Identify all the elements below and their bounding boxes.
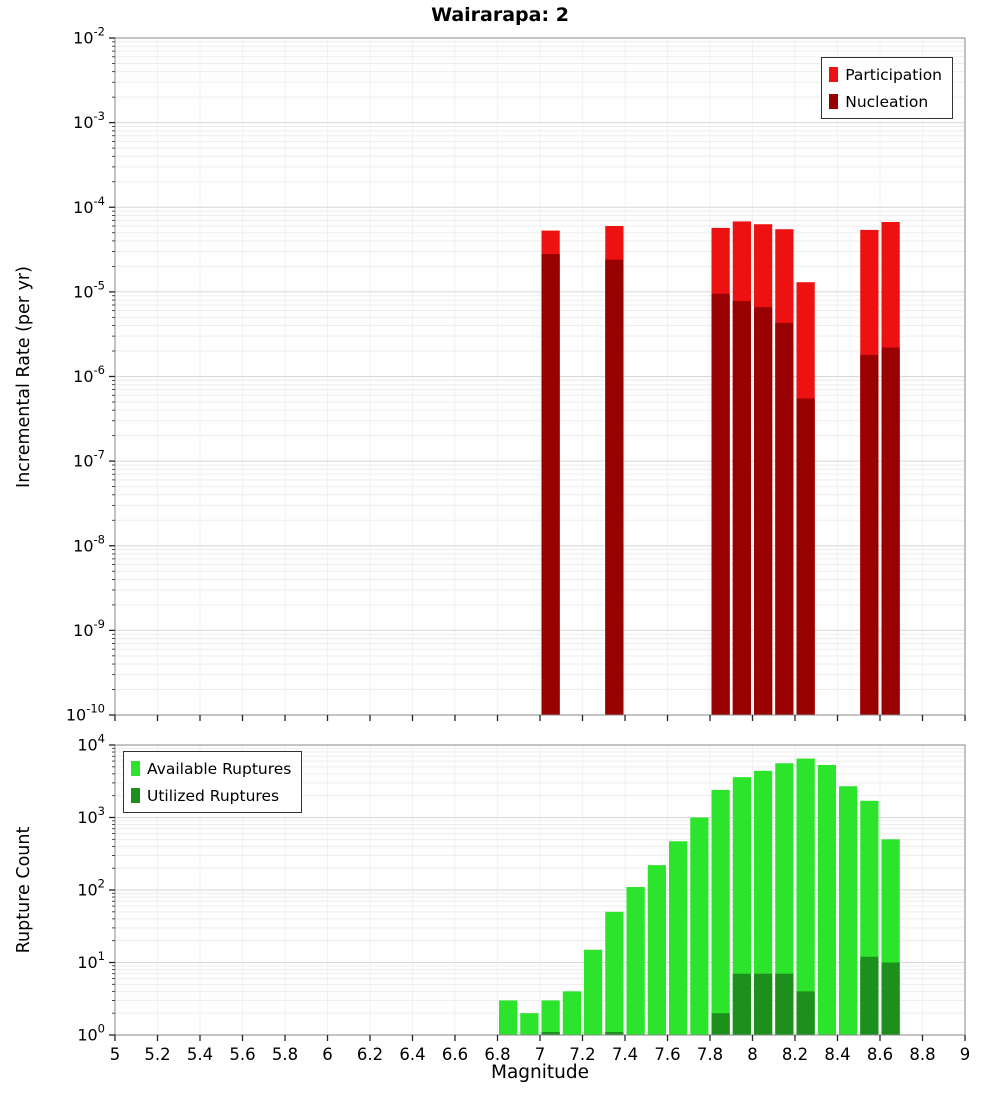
svg-text:6.8: 6.8 xyxy=(484,1045,510,1064)
legend-item-utilized: Utilized Ruptures xyxy=(131,782,291,809)
utilized-ruptures-swatch-icon xyxy=(131,788,140,803)
svg-text:10-3: 10-3 xyxy=(73,109,105,132)
rate-legend: Participation Nucleation xyxy=(821,57,953,119)
svg-text:8.4: 8.4 xyxy=(824,1045,850,1064)
svg-text:8: 8 xyxy=(747,1045,758,1064)
svg-text:100: 100 xyxy=(77,1022,105,1045)
svg-text:8.2: 8.2 xyxy=(782,1045,808,1064)
svg-text:6.4: 6.4 xyxy=(399,1045,425,1064)
count-axis-label: Rupture Count xyxy=(14,826,34,954)
svg-text:10-5: 10-5 xyxy=(73,278,105,301)
svg-text:10-2: 10-2 xyxy=(73,25,105,48)
svg-text:6: 6 xyxy=(322,1045,333,1064)
available-ruptures-label: Available Ruptures xyxy=(147,759,292,778)
svg-text:7: 7 xyxy=(535,1045,546,1064)
nucleation-swatch-icon xyxy=(829,94,839,109)
participation-label: Participation xyxy=(845,65,942,84)
legend-item-available: Available Ruptures xyxy=(131,755,291,782)
magnitude-axis-label: Magnitude xyxy=(490,1062,589,1083)
svg-text:10-7: 10-7 xyxy=(73,448,105,471)
svg-text:7.8: 7.8 xyxy=(697,1045,723,1064)
svg-text:10-4: 10-4 xyxy=(73,194,105,217)
available-ruptures-swatch-icon xyxy=(131,761,140,776)
svg-text:6.6: 6.6 xyxy=(442,1045,468,1064)
svg-text:10-10: 10-10 xyxy=(66,702,105,725)
chart-title: Wairarapa: 2 xyxy=(431,4,569,26)
rate-axis-label: Incremental Rate (per yr) xyxy=(14,266,34,488)
svg-text:5.6: 5.6 xyxy=(229,1045,255,1064)
svg-text:104: 104 xyxy=(77,732,105,755)
svg-text:7.6: 7.6 xyxy=(654,1045,680,1064)
svg-text:9: 9 xyxy=(960,1045,971,1064)
svg-text:5: 5 xyxy=(110,1045,121,1064)
svg-text:5.2: 5.2 xyxy=(144,1045,170,1064)
count-legend: Available Ruptures Utilized Ruptures xyxy=(123,751,303,813)
legend-item-nucleation: Nucleation xyxy=(829,88,942,115)
svg-text:5.8: 5.8 xyxy=(272,1045,298,1064)
svg-text:10-9: 10-9 xyxy=(73,617,105,640)
svg-text:103: 103 xyxy=(77,804,105,827)
svg-text:102: 102 xyxy=(77,877,105,900)
svg-text:10-8: 10-8 xyxy=(73,532,105,555)
participation-swatch-icon xyxy=(829,67,839,82)
svg-text:6.2: 6.2 xyxy=(357,1045,383,1064)
nucleation-label: Nucleation xyxy=(845,92,929,111)
svg-text:8.6: 8.6 xyxy=(867,1045,893,1064)
svg-text:5.4: 5.4 xyxy=(187,1045,213,1064)
legend-item-participation: Participation xyxy=(829,61,942,88)
svg-text:7.4: 7.4 xyxy=(612,1045,638,1064)
svg-text:10-6: 10-6 xyxy=(73,363,105,386)
utilized-ruptures-label: Utilized Ruptures xyxy=(147,786,280,805)
svg-text:8.8: 8.8 xyxy=(909,1045,935,1064)
svg-text:7.2: 7.2 xyxy=(569,1045,595,1064)
svg-text:101: 101 xyxy=(77,949,105,972)
